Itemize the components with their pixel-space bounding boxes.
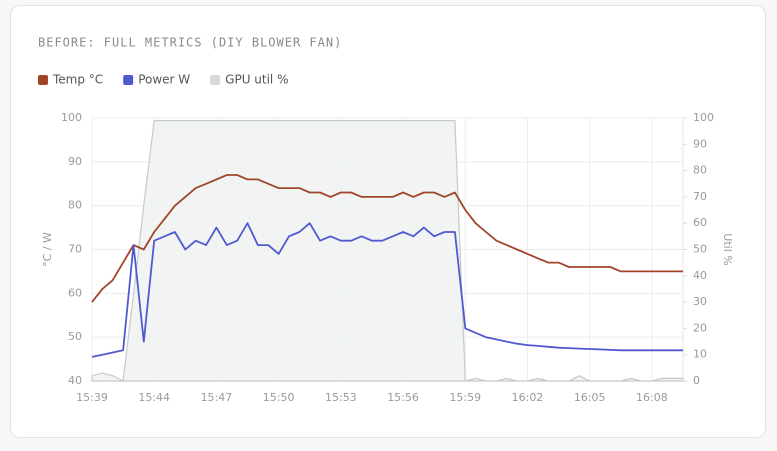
y-axis-title: °C / W: [41, 232, 54, 267]
y-tick-label: 90: [68, 155, 82, 168]
y2-tick-label: 80: [693, 164, 707, 177]
x-tick-label: 16:05: [574, 391, 606, 404]
y2-tick-label: 30: [693, 295, 707, 308]
x-tick-label: 15:59: [449, 391, 481, 404]
y2-tick-label: 70: [693, 190, 707, 203]
x-tick-label: 15:56: [387, 391, 419, 404]
x-tick-label: 16:08: [636, 391, 668, 404]
y-tick-label: 100: [61, 111, 82, 124]
legend-label: Temp °C: [52, 73, 103, 87]
x-tick-label: 15:44: [138, 391, 170, 404]
y2-tick-label: 0: [693, 374, 700, 387]
x-tick-label: 15:39: [76, 391, 108, 404]
y2-tick-label: 100: [693, 111, 714, 124]
y-tick-label: 40: [68, 374, 82, 387]
y2-tick-label: 60: [693, 216, 707, 229]
chart-title: BEFORE: FULL METRICS (DIY BLOWER FAN): [38, 36, 342, 50]
y2-axis-title: Util %: [721, 233, 734, 265]
y2-tick-label: 90: [693, 137, 707, 150]
line: [91, 222, 683, 358]
y2-tick-label: 20: [693, 321, 707, 334]
y-tick-label: 60: [68, 286, 82, 299]
legend-label: Power W: [138, 73, 190, 87]
y-tick-label: 50: [68, 330, 82, 343]
area: [91, 120, 684, 382]
y-tick-label: 80: [68, 199, 82, 212]
legend-swatch: [38, 75, 48, 85]
x-tick-label: 16:02: [512, 391, 544, 404]
y2-tick-label: 40: [693, 269, 707, 282]
legend-swatch: [123, 75, 134, 85]
line: [91, 174, 683, 303]
legend-swatch: [210, 75, 221, 85]
y-tick-label: 70: [68, 243, 82, 256]
x-tick-label: 15:53: [325, 391, 357, 404]
x-tick-label: 15:50: [263, 391, 295, 404]
y2-tick-label: 10: [693, 348, 707, 361]
legend-label: GPU util %: [225, 73, 288, 87]
y2-tick-label: 50: [693, 243, 707, 256]
x-tick-label: 15:47: [201, 391, 233, 404]
